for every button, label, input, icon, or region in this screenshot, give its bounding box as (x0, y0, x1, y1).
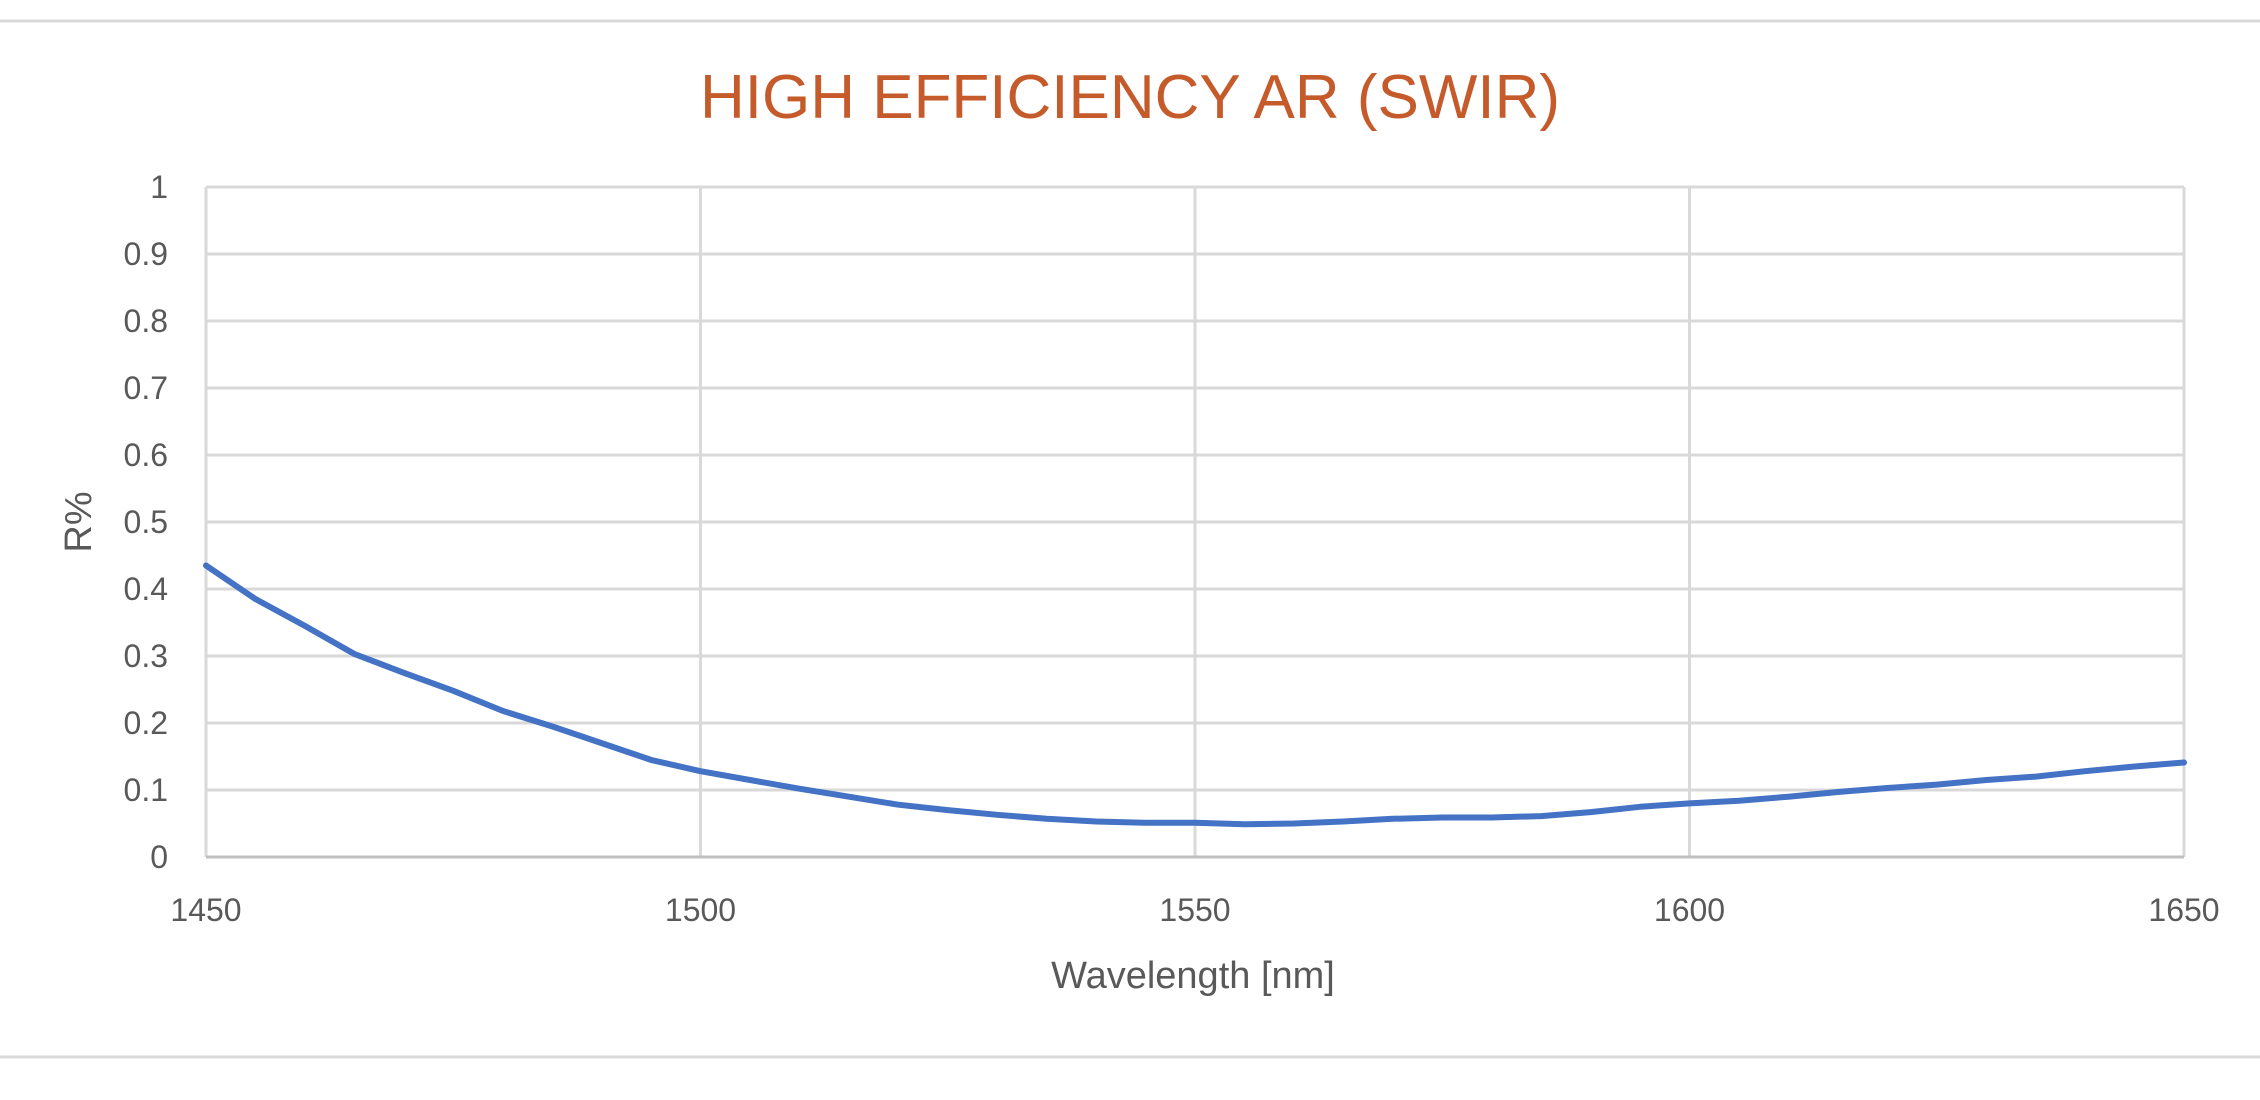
y-tick-label: 0.1 (124, 772, 168, 808)
series-line (203, 562, 2187, 828)
y-tick-label: 1 (150, 169, 168, 205)
y-tick-label: 0 (150, 839, 168, 875)
y-tick-label: 0.2 (124, 705, 168, 741)
y-tick-label: 0.9 (124, 236, 168, 272)
x-tick-label: 1550 (1159, 892, 1230, 928)
x-axis-title: Wavelength [nm] (1051, 955, 1335, 997)
x-tick-label: 1450 (170, 892, 241, 928)
y-tick-labels: 0 0.1 0.2 0.3 0.4 0.5 0.6 0.7 0.8 0.9 1 (124, 169, 168, 875)
y-axis-title: R% (58, 491, 100, 552)
x-tick-labels: 1450 1500 1550 1600 1650 (170, 892, 2219, 928)
y-tick-label: 0.8 (124, 303, 168, 339)
y-tick-label: 0.6 (124, 437, 168, 473)
series-layer (203, 562, 2187, 828)
y-tick-label: 0.7 (124, 370, 168, 406)
y-tick-label: 0.5 (124, 504, 168, 540)
horizontal-gridlines (206, 185, 2184, 792)
x-tick-label: 1500 (665, 892, 736, 928)
x-tick-label: 1600 (1654, 892, 1725, 928)
chart-title: HIGH EFFICIENCY AR (SWIR) (700, 63, 1560, 132)
y-tick-label: 0.3 (124, 638, 168, 674)
x-tick-label: 1650 (2148, 892, 2219, 928)
y-tick-label: 0.4 (124, 571, 168, 607)
